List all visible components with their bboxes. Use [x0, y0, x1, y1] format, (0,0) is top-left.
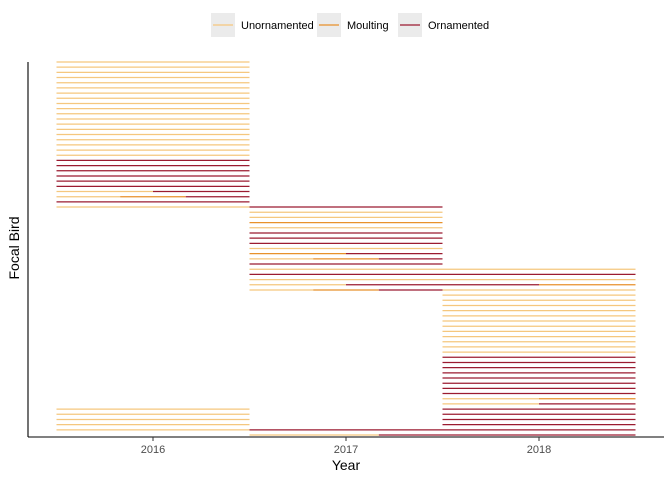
x-axis-title: Year	[332, 457, 361, 473]
x-tick-label: 2017	[334, 444, 358, 456]
legend-label: Unornamented	[241, 20, 314, 32]
legend: Unornamented Moulting Ornamented	[211, 13, 489, 37]
x-tick-label: 2018	[527, 444, 551, 456]
year-block-2016	[56, 61, 250, 431]
bird-status-lines	[56, 61, 636, 436]
year-block-2018	[442, 268, 636, 436]
x-tick-label: 2016	[141, 444, 165, 456]
legend-label: Moulting	[347, 20, 389, 32]
legend-item-ornamented: Ornamented	[398, 13, 489, 37]
legend-label: Ornamented	[428, 20, 489, 32]
legend-item-moulting: Moulting	[317, 13, 389, 37]
y-axis-title: Focal Bird	[6, 216, 22, 279]
legend-item-unornamented: Unornamented	[211, 13, 314, 37]
year-block-2017	[249, 206, 443, 436]
x-axis-ticks: 2016 2017 2018	[141, 437, 551, 456]
